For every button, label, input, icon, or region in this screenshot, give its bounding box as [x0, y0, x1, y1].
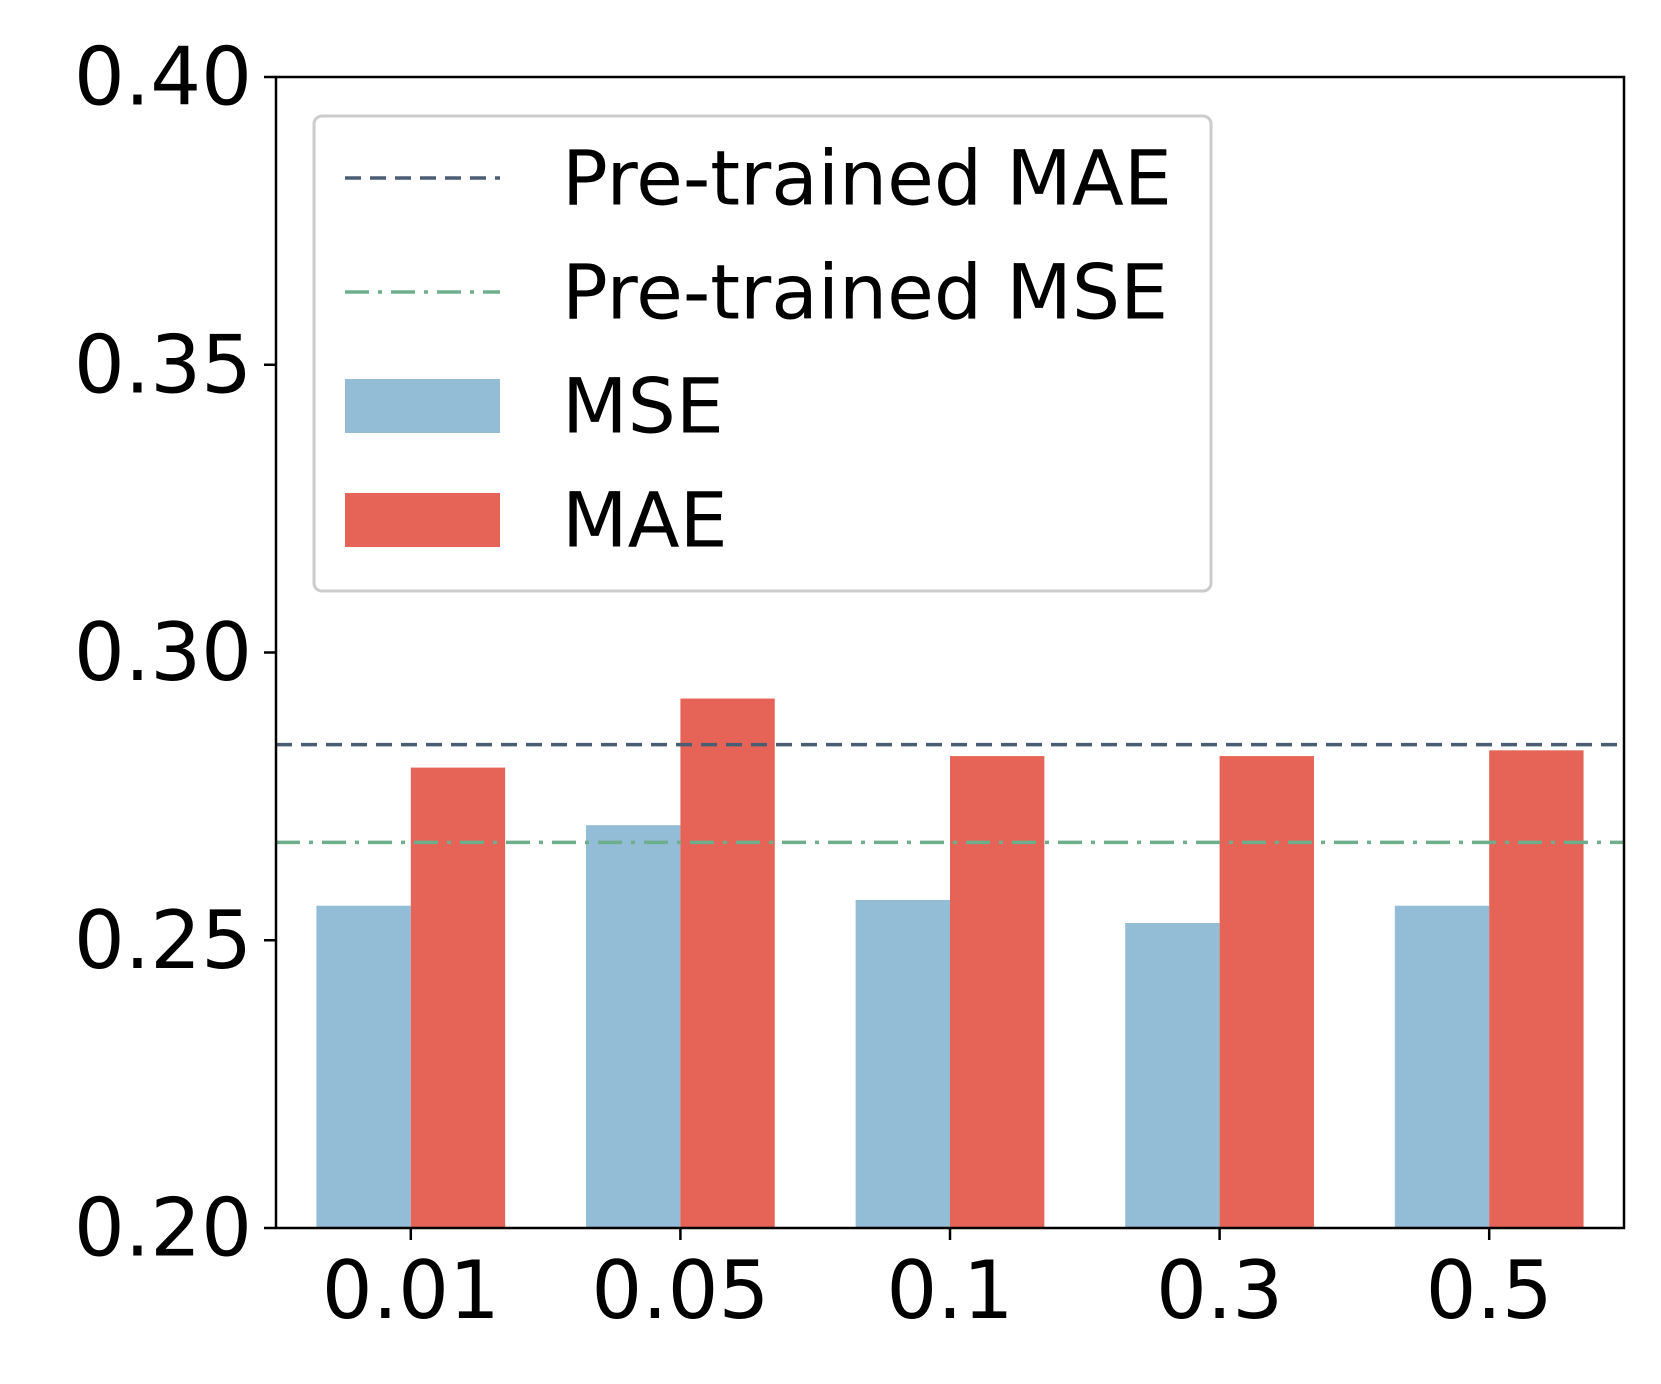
bars-layer — [316, 698, 1584, 1228]
y-tick-label-0.30: 0.30 — [74, 606, 252, 699]
bar-mae-0.1 — [950, 756, 1045, 1228]
y-tick-label-0.20: 0.20 — [74, 1182, 252, 1275]
bar-mse-0.3 — [1125, 922, 1220, 1228]
x-tick-label-0.5: 0.5 — [1426, 1244, 1553, 1337]
bar-mae-0.01 — [410, 767, 506, 1228]
bar-mae-0.05 — [680, 698, 775, 1228]
legend-handle-mae — [345, 493, 500, 547]
legend-label-pre-trained-mae: Pre-trained MAE — [562, 134, 1172, 223]
y-tick-label-0.35: 0.35 — [74, 318, 252, 411]
legend: Pre-trained MAE Pre-trained MSE MSE MAE — [312, 114, 1213, 593]
bar-mae-0.5 — [1489, 750, 1584, 1228]
y-tick-label-0.25: 0.25 — [74, 894, 252, 987]
legend-box — [312, 114, 1213, 593]
bar-mse-0.05 — [586, 825, 681, 1228]
x-tick-label-0.05: 0.05 — [591, 1244, 769, 1337]
y-tick-label-0.40: 0.40 — [74, 31, 252, 124]
legend-label-pre-trained-mse: Pre-trained MSE — [562, 248, 1168, 337]
x-tick-label-0.01: 0.01 — [322, 1244, 500, 1337]
x-tick-label-0.1: 0.1 — [886, 1244, 1013, 1337]
bar-mae-0.3 — [1219, 756, 1314, 1228]
reference-lines-layer — [276, 742, 1624, 845]
bar-mse-0.01 — [316, 905, 411, 1228]
x-tick-label-0.3: 0.3 — [1156, 1244, 1283, 1337]
legend-handle-mse — [345, 379, 500, 433]
bar-mse-0.5 — [1394, 905, 1490, 1228]
legend-label-mse: MSE — [562, 362, 724, 451]
axes-layer: 0.20 0.25 0.30 0.35 0.40 0.01 0.05 0.1 0.3 0.5 — [74, 31, 1626, 1337]
bar-mse-0.1 — [855, 899, 950, 1228]
legend-label-mae: MAE — [562, 476, 728, 565]
